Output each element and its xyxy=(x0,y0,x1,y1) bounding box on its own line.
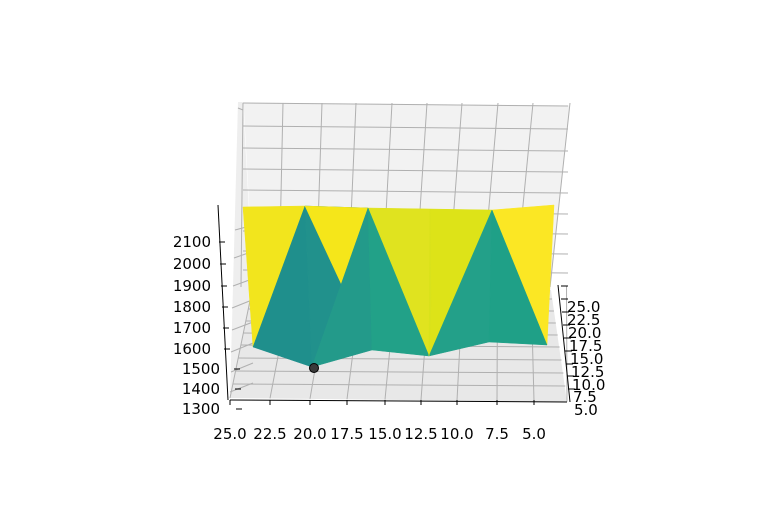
surface-facet xyxy=(367,207,430,357)
x-tick-label: 25.0 xyxy=(213,425,246,443)
grid-line xyxy=(235,370,564,374)
surface xyxy=(242,204,555,368)
grid-line xyxy=(232,383,566,387)
z-tick-label: 1800 xyxy=(173,298,211,316)
y-tick-label: 22.5 xyxy=(567,311,600,329)
grid-line xyxy=(242,125,569,130)
grid-line xyxy=(549,102,571,288)
z-tick-label: 1400 xyxy=(182,380,220,398)
grid-line xyxy=(242,189,569,194)
y-tick-label: 5.0 xyxy=(574,401,598,419)
y-tick-label: 12.5 xyxy=(571,363,604,381)
z-tick-label: 1500 xyxy=(182,360,220,378)
z-axis-line xyxy=(217,204,229,401)
grid-line xyxy=(230,342,254,353)
z-tick-label: 1600 xyxy=(173,340,211,358)
grid-line xyxy=(237,107,244,111)
y-axis-line xyxy=(557,284,571,403)
z-tick-label: 1700 xyxy=(173,319,211,337)
grid-line xyxy=(231,321,254,331)
x-tick-label: 20.0 xyxy=(293,425,326,443)
x-tick-label: 10.0 xyxy=(440,425,473,443)
x-tick-label: 15.0 xyxy=(368,425,401,443)
x-tick-label: 17.5 xyxy=(330,425,363,443)
grid-line xyxy=(229,285,254,399)
y-tick-label: 15.0 xyxy=(570,350,603,368)
surface-facet xyxy=(488,209,548,346)
grid-line xyxy=(240,102,244,288)
x-tick-label: 12.5 xyxy=(404,425,437,443)
y-tick-label: 10.0 xyxy=(572,376,605,394)
z-tick-label: 2100 xyxy=(173,233,211,251)
y-tick-label: 7.5 xyxy=(573,388,597,406)
grid-line xyxy=(242,147,569,152)
y-tick-label: 20.0 xyxy=(568,324,601,342)
y-tick-label: 17.5 xyxy=(569,337,602,355)
grid-line xyxy=(230,362,254,373)
z-tick-label: 1300 xyxy=(182,400,220,418)
data-point-marker xyxy=(309,363,319,373)
grid-line xyxy=(242,102,569,107)
grid-line xyxy=(242,168,569,173)
z-tick-label: 1900 xyxy=(173,277,211,295)
x-tick-label: 22.5 xyxy=(253,425,286,443)
tick-labels: 25.0 22.5 20.0 17.5 15.0 12.5 10.0 7.5 5.025.022… xyxy=(173,233,606,443)
x-tick-label: 5.0 xyxy=(522,425,546,443)
x-tick-label: 7.5 xyxy=(485,425,509,443)
y-tick-label: 25.0 xyxy=(567,298,600,316)
grid-line xyxy=(566,285,568,402)
axes xyxy=(217,204,575,410)
z-tick-label: 2000 xyxy=(173,255,211,273)
grid-line xyxy=(231,299,253,309)
surface-facet xyxy=(428,208,432,357)
x-axis-line xyxy=(229,399,568,403)
